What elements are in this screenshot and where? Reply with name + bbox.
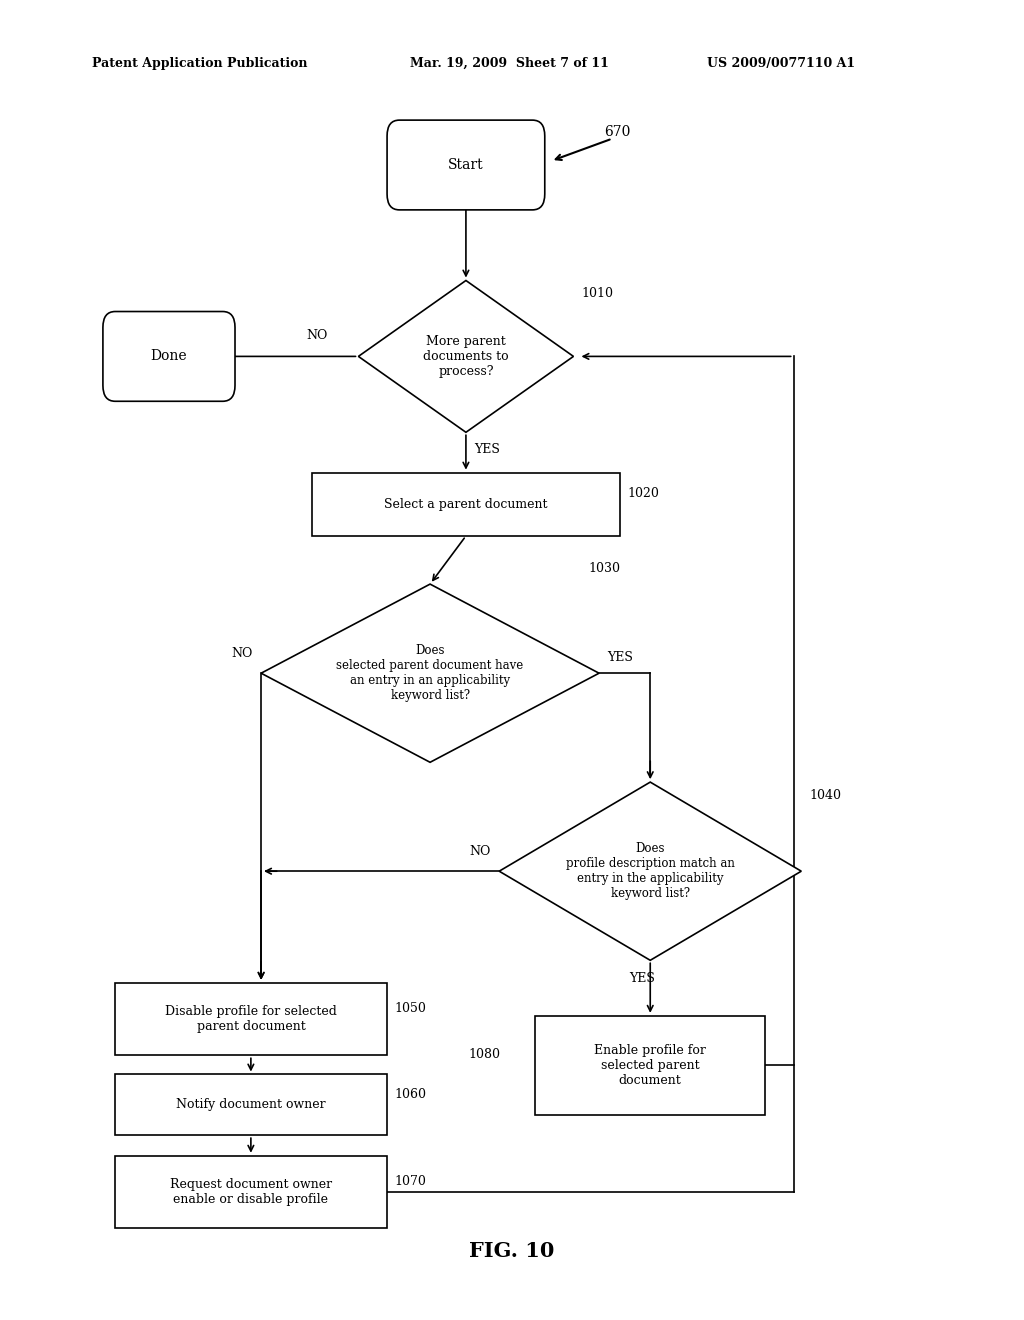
Text: US 2009/0077110 A1: US 2009/0077110 A1 [707, 57, 855, 70]
Polygon shape [358, 281, 573, 433]
Text: YES: YES [629, 973, 655, 985]
Text: 1030: 1030 [589, 562, 621, 574]
Text: Patent Application Publication: Patent Application Publication [92, 57, 307, 70]
Text: NO: NO [231, 647, 253, 660]
Text: FIG. 10: FIG. 10 [469, 1241, 555, 1262]
Bar [115, 1074, 387, 1135]
Text: 1020: 1020 [628, 487, 659, 500]
Text: Request document owner
enable or disable profile: Request document owner enable or disable… [170, 1177, 332, 1206]
Text: 1080: 1080 [468, 1048, 501, 1061]
Text: More parent
documents to
process?: More parent documents to process? [423, 335, 509, 378]
Text: 1010: 1010 [582, 288, 613, 300]
Bar [535, 1016, 765, 1114]
Text: Select a parent document: Select a parent document [384, 498, 548, 511]
Text: Does
profile description match an
entry in the applicability
keyword list?: Does profile description match an entry … [566, 842, 734, 900]
Text: YES: YES [474, 444, 500, 455]
Bar [115, 1156, 387, 1228]
Bar [312, 473, 620, 536]
Text: Enable profile for
selected parent
document: Enable profile for selected parent docum… [594, 1044, 707, 1086]
FancyBboxPatch shape [387, 120, 545, 210]
Text: Mar. 19, 2009  Sheet 7 of 11: Mar. 19, 2009 Sheet 7 of 11 [410, 57, 608, 70]
Text: NO: NO [307, 329, 328, 342]
Text: Start: Start [449, 158, 483, 172]
Polygon shape [500, 781, 801, 961]
Text: 1050: 1050 [395, 1002, 427, 1015]
Text: 1060: 1060 [395, 1088, 427, 1101]
Text: 670: 670 [604, 125, 631, 139]
Text: Does
selected parent document have
an entry in an applicability
keyword list?: Does selected parent document have an en… [337, 644, 523, 702]
FancyBboxPatch shape [103, 312, 236, 401]
Text: YES: YES [607, 651, 633, 664]
Polygon shape [261, 583, 599, 763]
Text: NO: NO [470, 845, 492, 858]
Text: Disable profile for selected
parent document: Disable profile for selected parent docu… [165, 1005, 337, 1034]
Bar [115, 982, 387, 1056]
Text: Notify document owner: Notify document owner [176, 1098, 326, 1111]
Text: 1070: 1070 [395, 1175, 427, 1188]
Text: Done: Done [151, 350, 187, 363]
Text: 1040: 1040 [809, 789, 842, 801]
